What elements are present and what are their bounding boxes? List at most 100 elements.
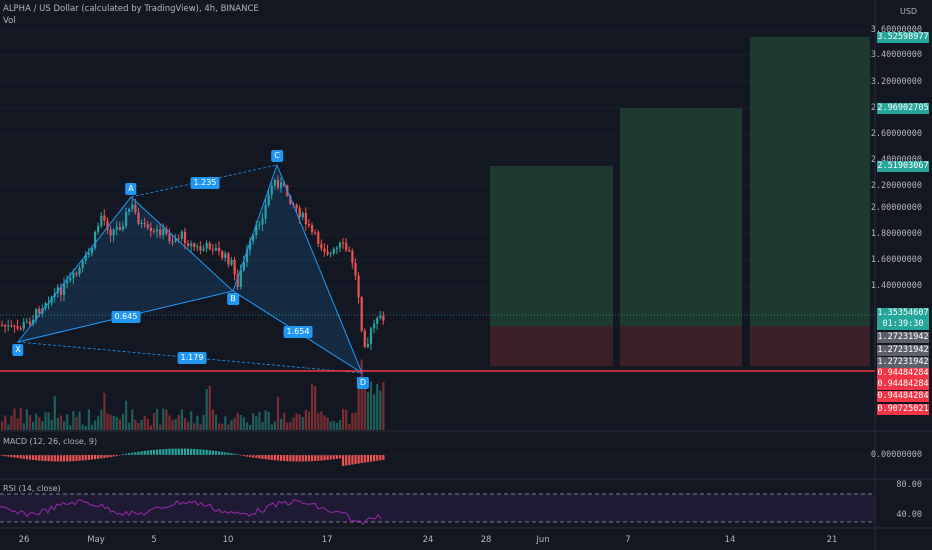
volume-bar [53,396,56,430]
price-tick: 3.60000000 [870,25,922,35]
candle-body [146,224,149,228]
candle-body [373,323,376,329]
candles [1,175,385,351]
candle-body [342,242,345,244]
macd-bar [252,455,255,458]
volume-bar [270,424,273,430]
volume-bar [332,421,335,430]
candle-body [159,229,162,235]
price-lines [0,314,875,372]
volume-bar [369,381,373,430]
macd-bar [44,455,47,462]
volume-bar [143,416,146,430]
macd-bar [106,455,109,458]
volume-bar [90,424,94,430]
macd-bar [103,455,106,458]
macd-bar [280,455,283,461]
time-tick: 24 [422,535,434,545]
candle-body [280,182,283,188]
price-tag: 1.35354607 [877,308,929,319]
candle-body [338,242,342,248]
candle-body [317,232,320,244]
candle-body [301,213,304,218]
volume-bar [239,414,242,430]
rsi-line [0,498,382,526]
candle-body [224,253,227,258]
macd-bar [109,455,112,458]
volume-bar [230,420,233,430]
candle-body [351,250,354,264]
volume-bar [156,408,159,430]
volume-bar [149,425,152,430]
macd-bar [366,455,369,463]
volume-bar [125,400,128,430]
volume-bar [307,411,311,430]
candle-body [363,330,366,347]
candle-body [298,208,301,218]
volume-bar [199,424,202,430]
macd-bar [115,455,118,457]
volume-bar [342,408,345,430]
macd-bar [317,455,320,461]
volume-bar [35,413,38,430]
volume-bar [301,416,304,430]
candle-body [103,215,106,221]
volume-bar [255,416,258,430]
volume-bar [249,424,252,430]
candle-body [112,229,115,236]
candle-body [196,246,199,248]
macd-bar [329,455,332,460]
macd-bar [149,450,152,455]
macd-bar [286,455,289,462]
volume-bar [7,424,10,430]
macd-bar [137,451,140,455]
macd-bar [97,455,100,459]
macd-bar [342,455,345,466]
volume-bar [208,385,211,430]
candle-body [245,249,249,262]
volume-bar [264,410,267,430]
candle-body [125,212,128,227]
macd-bar [348,455,351,466]
volume-bar [196,415,199,430]
volume-bar [273,421,276,430]
volume-bar [354,412,357,430]
candle-body [59,287,63,295]
macd-bar [41,455,44,461]
macd-bar [218,451,221,455]
volume-bar [379,390,382,430]
macd-bar [267,455,270,460]
volume-bar [134,419,137,430]
macd-bar [56,455,59,462]
volume-bar [38,417,41,430]
volume-bar [66,414,69,430]
macd-bar [177,448,180,455]
macd-bar [289,455,292,462]
volume-bar [25,409,28,430]
macd-bar [69,455,72,462]
volume-bar [97,416,100,430]
volume-bar [345,409,348,430]
volume-bar [267,411,270,430]
candle-body [168,233,171,242]
macd-bar [292,455,295,462]
stop-zone [620,326,742,366]
volume-bar [44,412,47,430]
stop-zone [490,326,613,366]
macd-bar [162,449,165,455]
macd-bar [125,453,128,455]
candle-body [38,309,41,314]
candle-body [205,243,208,249]
candle-body [134,204,137,213]
candle-body [258,224,261,226]
candle-body [329,253,332,255]
price-tag: 0.94484284 [877,379,929,390]
volume-bar [137,423,140,430]
target-zones [490,37,870,366]
pattern-ratio-label: 1.179 [177,352,207,364]
candle-body [25,321,28,323]
price-tick: 3.40000000 [870,50,922,60]
macd-bar [373,455,376,462]
candle-body [323,248,326,252]
